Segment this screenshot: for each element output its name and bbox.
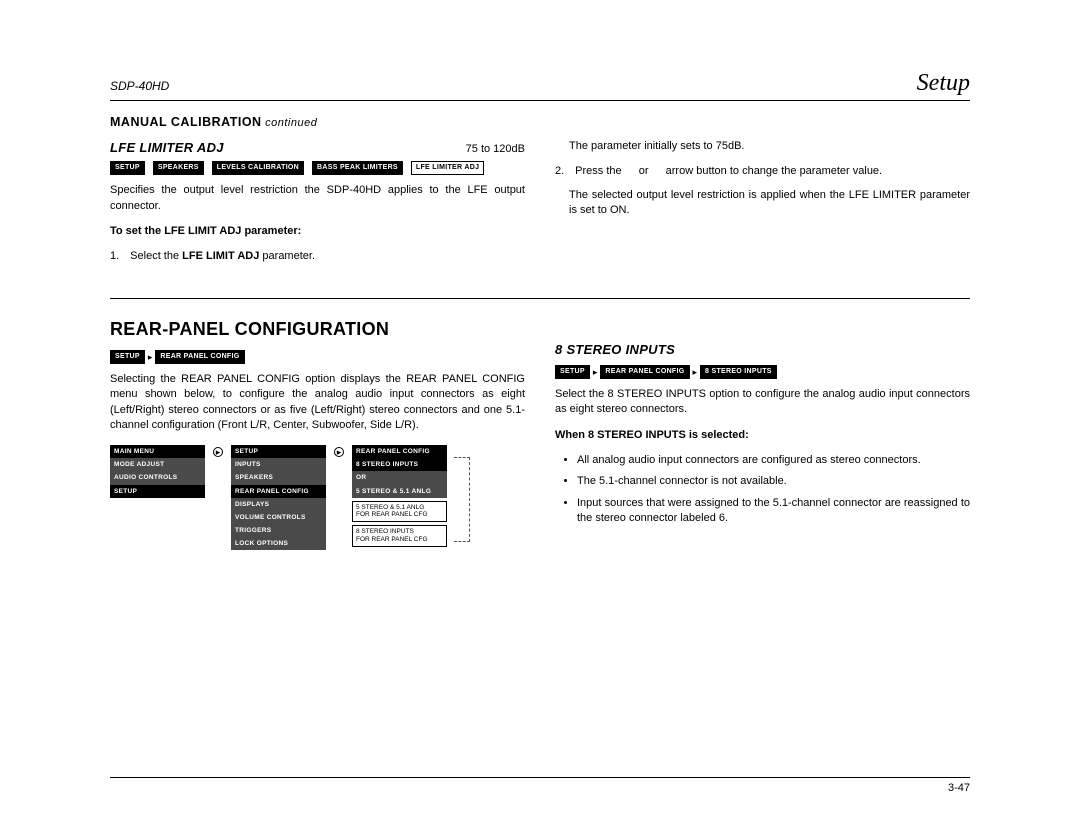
para: Selecting the REAR PANEL CONFIG option d… [110,372,525,434]
chevron-right-icon: ▸ [690,366,701,379]
section-title-text: MANUAL CALIBRATION [110,115,262,129]
menu-diagram: MAIN MENU MODE ADJUST AUDIO CONTROLS SET… [110,445,525,550]
para: Select the 8 STEREO INPUTS option to con… [555,387,970,418]
crumb: SPEAKERS [153,161,204,175]
crumb: SETUP [555,365,590,379]
chevron-right-icon: ▸ [145,351,156,364]
para: Specifies the output level restriction t… [110,183,525,214]
menu-rear-panel-stack: REAR PANEL CONFIG 8 STEREO INPUTS OR 5 S… [352,445,447,547]
menu-setup: SETUP INPUTS SPEAKERS REAR PANEL CONFIG … [231,445,326,550]
subheading-row: LFE LIMITER ADJ 75 to 120dB [110,139,525,157]
subheading-lfe: LFE LIMITER ADJ [110,139,224,157]
procedure-head: To set the LFE LIMIT ADJ parameter: [110,224,525,239]
page-footer: 3-47 [110,777,970,794]
header-section: Setup [917,70,970,97]
breadcrumb-lfe: SETUP SPEAKERS LEVELS CALIBRATION BASS P… [110,161,525,175]
col-right: The parameter initially sets to 75dB. 2.… [555,139,970,273]
crumb: SETUP [110,350,145,364]
crumb-active: 8 STEREO INPUTS [700,365,777,379]
manual-calibration-columns: LFE LIMITER ADJ 75 to 120dB SETUP SPEAKE… [110,139,970,273]
crumb: SETUP [110,161,145,175]
menu-rear-panel: REAR PANEL CONFIG 8 STEREO INPUTS OR 5 S… [352,445,447,497]
header-model: SDP-40HD [110,79,169,93]
info-box: 5 STEREO & 5.1 ANLG FOR REAR PANEL CFG [352,501,447,523]
section-title-rear-panel: REAR-PANEL CONFIGURATION [110,317,525,342]
when-head: When 8 STEREO INPUTS is selected: [555,428,970,443]
col-left: LFE LIMITER ADJ 75 to 120dB SETUP SPEAKE… [110,139,525,273]
info-box: 8 STEREO INPUTS FOR REAR PANEL CFG [352,525,447,547]
para: The parameter initially sets to 75dB. [555,139,970,154]
para: The selected output level restriction is… [555,188,970,219]
menu-main: MAIN MENU MODE ADJUST AUDIO CONTROLS SET… [110,445,205,497]
step-2: 2. Press the or arrow button to change t… [555,164,970,179]
breadcrumb-rear-panel: SETUP ▸ REAR PANEL CONFIG [110,350,525,364]
list-item: All analog audio input connectors are co… [577,453,970,468]
step-1: 1. Select the LFE LIMIT ADJ parameter. [110,249,525,264]
bullet-list: All analog audio input connectors are co… [555,453,970,527]
section-title-manual-calibration: MANUAL CALIBRATION continued [110,115,970,129]
section-divider [110,298,970,299]
crumb-active: LFE LIMITER ADJ [411,161,484,175]
col-left: REAR-PANEL CONFIGURATION SETUP ▸ REAR PA… [110,317,525,550]
chevron-right-icon: ▸ [590,366,601,379]
crumb-active: REAR PANEL CONFIG [155,350,244,364]
page-header: SDP-40HD Setup [110,70,970,101]
page-number: 3-47 [948,782,970,794]
breadcrumb-stereo: SETUP ▸ REAR PANEL CONFIG ▸ 8 STEREO INP… [555,365,970,379]
arrow-right-icon: ▸ [334,447,344,457]
crumb: REAR PANEL CONFIG [600,365,689,379]
subheading-stereo: 8 STEREO INPUTS [555,341,970,359]
arrow-right-icon: ▸ [213,447,223,457]
rear-panel-columns: REAR-PANEL CONFIGURATION SETUP ▸ REAR PA… [110,317,970,550]
col-right: 8 STEREO INPUTS SETUP ▸ REAR PANEL CONFI… [555,317,970,550]
list-item: Input sources that were assigned to the … [577,496,970,527]
list-item: The 5.1-channel connector is not availab… [577,474,970,489]
crumb: LEVELS CALIBRATION [212,161,304,175]
range-value: 75 to 120dB [466,142,525,157]
crumb: BASS PEAK LIMITERS [312,161,403,175]
continued-label: continued [262,117,318,129]
